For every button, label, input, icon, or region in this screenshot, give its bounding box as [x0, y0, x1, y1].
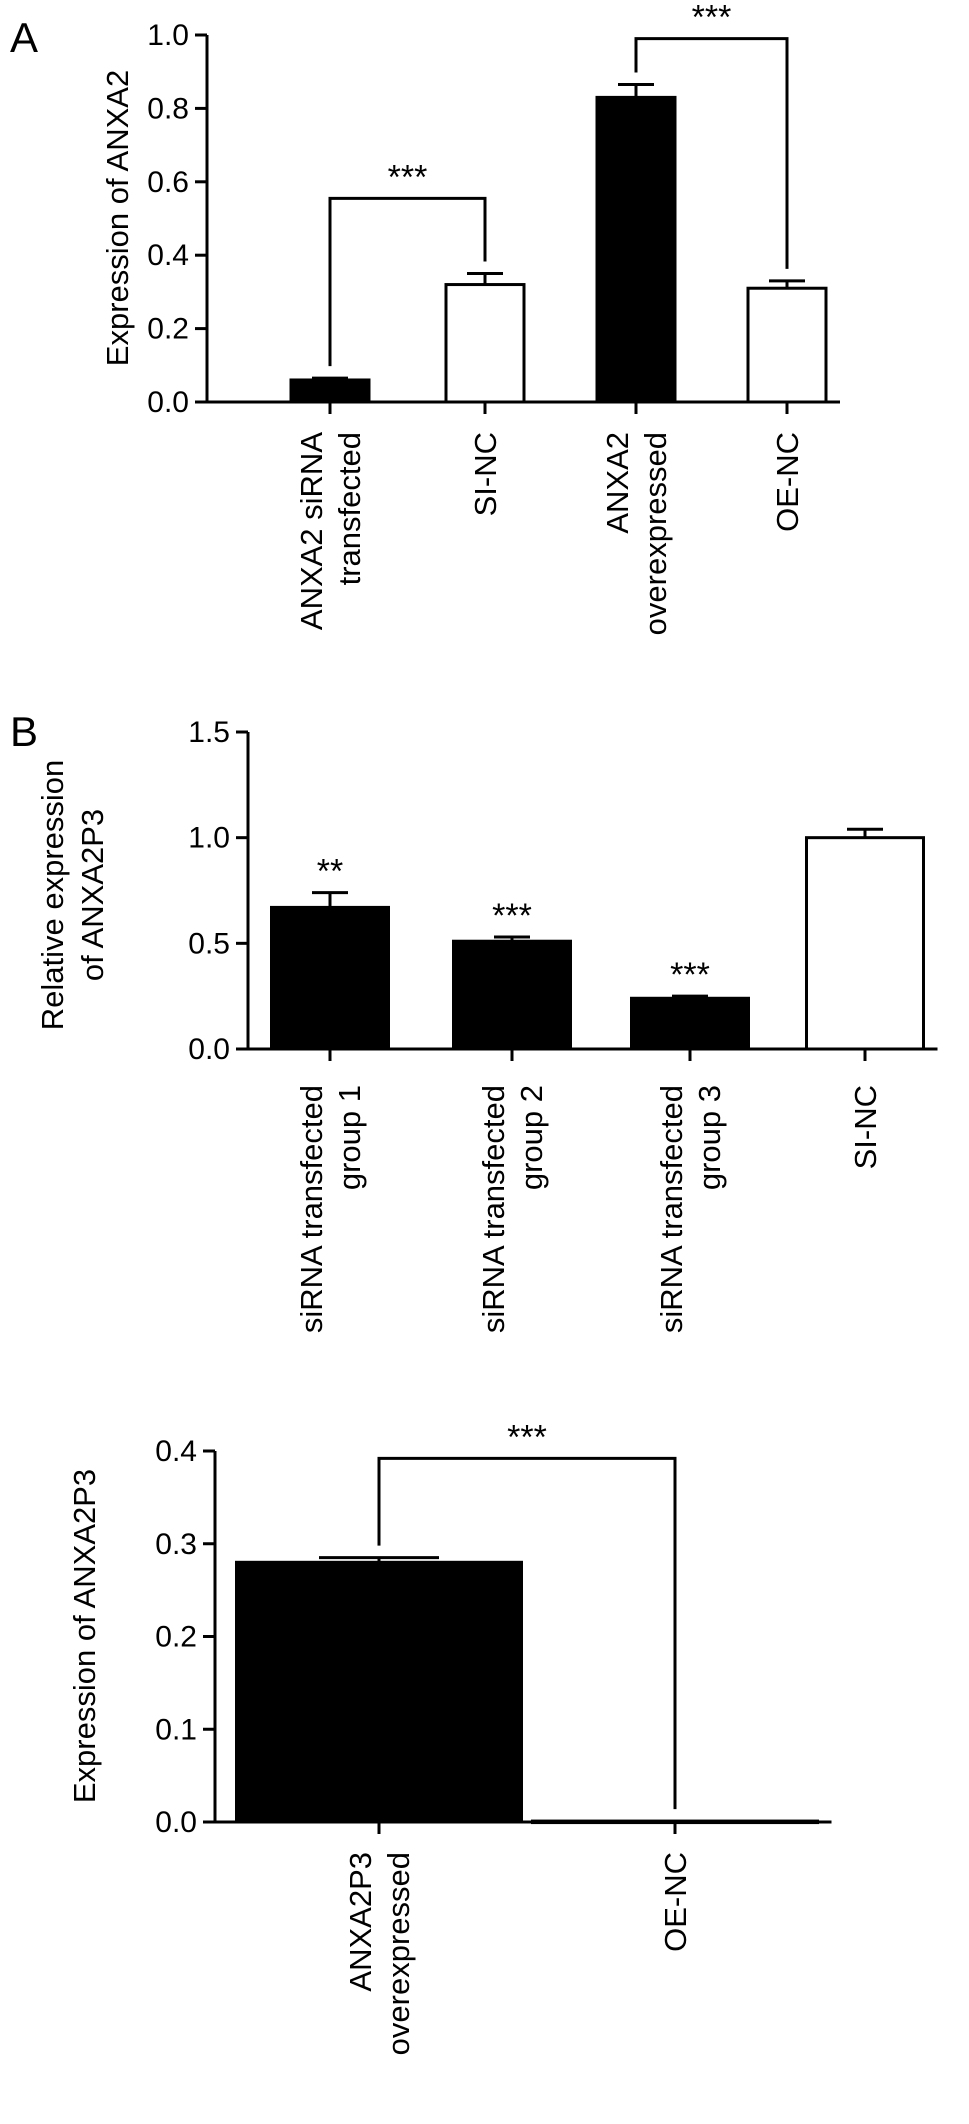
y-axis-title-line: Expression of ANXA2P3	[67, 1469, 102, 1803]
significance-bracket	[377, 1456, 677, 1810]
significance-label: ***	[492, 897, 532, 935]
y-tick-label: 1.0	[188, 822, 230, 855]
x-tick-label: OE-NC	[770, 432, 805, 532]
panel-label-a: A	[10, 14, 38, 61]
y-tick-label: 0.3	[155, 1528, 197, 1561]
x-tick-label-line: SI-NC	[468, 432, 503, 516]
y-axis-title: Expression of ANXA2P3	[67, 1469, 102, 1803]
significance-bracket	[634, 37, 789, 269]
y-tick-label: 0.2	[155, 1621, 197, 1654]
x-tick-label-line: siRNA transfected	[294, 1085, 329, 1333]
x-tick-label: siRNA transfectedgroup 3	[654, 1085, 727, 1333]
bar	[452, 939, 572, 1051]
x-tick-label-line: OE-NC	[770, 432, 805, 532]
chart-panel-a: 0.0 0.2 0.4 0.6 0.8 1.0 Expression of ANXA2 ANX…	[100, 0, 840, 635]
y-tick-label: 1.0	[147, 19, 189, 52]
x-tick-label-line: ANXA2	[600, 432, 635, 534]
x-tick-label-line: ANXA2 siRNA	[294, 432, 329, 630]
y-tick-label: 0.2	[147, 313, 189, 346]
bar	[444, 283, 526, 404]
y-tick-label: 1.5	[188, 716, 230, 749]
x-tick-label-line: overexpressed	[381, 1852, 416, 2055]
y-tick-label: 0.1	[155, 1713, 197, 1746]
y-tick-label: 0.5	[188, 927, 230, 960]
x-tick-label-line: ANXA2P3	[343, 1852, 378, 1992]
y-tick-label: 0.0	[147, 386, 189, 419]
bar	[595, 95, 677, 404]
y-tick-label: 0.4	[147, 239, 189, 272]
x-tick-label-line: overexpressed	[638, 432, 673, 635]
y-tick-label: 0.4	[155, 1435, 197, 1468]
x-tick-label: siRNA transfectedgroup 2	[476, 1085, 549, 1333]
y-axis-title: Expression of ANXA2	[100, 70, 135, 366]
panel-label-b: B	[10, 708, 38, 755]
x-tick-label-line: group 3	[692, 1085, 727, 1190]
x-tick-label: siRNA transfectedgroup 1	[294, 1085, 367, 1333]
x-tick-label-line: transfected	[332, 432, 367, 585]
y-axis-title-line: Expression of ANXA2	[100, 70, 135, 366]
x-tick-label-line: siRNA transfected	[476, 1085, 511, 1333]
chart-panel-b-top: 0.0 0.5 1.0 1.5 Relative expression of ANXA2P…	[35, 716, 938, 1333]
bar	[270, 905, 390, 1051]
significance-label: ***	[670, 956, 710, 994]
x-tick-label-line: group 1	[332, 1085, 367, 1190]
significance-bracket	[328, 196, 487, 367]
x-tick-label-line: group 2	[514, 1085, 549, 1190]
x-tick-label: ANXA2P3overexpressed	[343, 1852, 416, 2055]
x-tick-label: OE-NC	[658, 1852, 693, 1952]
x-tick-label-line: SI-NC	[848, 1085, 883, 1169]
x-tick-label: ANXA2overexpressed	[600, 432, 673, 635]
y-axis-title: Relative expression of ANXA2P3	[35, 760, 110, 1031]
significance-label: ***	[692, 0, 732, 37]
y-tick-label: 0.0	[188, 1033, 230, 1066]
x-tick-label: ANXA2 siRNAtransfected	[294, 432, 367, 630]
y-tick-label: 0.6	[147, 166, 189, 199]
bar	[630, 996, 750, 1051]
bar	[746, 286, 828, 404]
y-axis-title-line: Relative expression	[35, 760, 70, 1031]
x-tick-label: SI-NC	[468, 432, 503, 516]
bar	[805, 836, 925, 1051]
bar	[235, 1560, 523, 1824]
x-tick-label-line: siRNA transfected	[654, 1085, 689, 1333]
y-axis-title-line: of ANXA2P3	[75, 809, 110, 981]
significance-label: **	[317, 853, 343, 891]
chart-panel-b-bottom: 0.0 0.1 0.2 0.3 0.4 Expression of ANXA2P3 ANXA…	[67, 1418, 832, 2055]
significance-label: ***	[507, 1418, 547, 1456]
x-tick-label: SI-NC	[848, 1085, 883, 1169]
y-tick-label: 0.0	[155, 1806, 197, 1839]
significance-label: ***	[388, 158, 428, 196]
y-tick-label: 0.8	[147, 92, 189, 125]
x-tick-label-line: OE-NC	[658, 1852, 693, 1952]
bar	[289, 378, 371, 404]
